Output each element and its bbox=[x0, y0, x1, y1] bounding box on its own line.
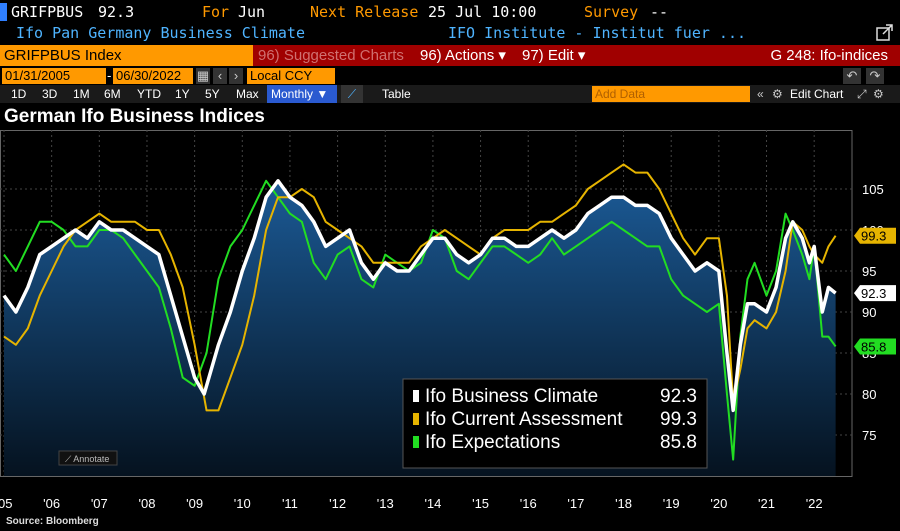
x-tick-label: '08 bbox=[138, 496, 155, 511]
period-1y[interactable]: 1Y bbox=[175, 87, 190, 101]
add-data-input[interactable]: Add Data bbox=[592, 86, 750, 102]
annotate-label[interactable]: ⟋ Annotate bbox=[65, 454, 109, 464]
chart-area[interactable]: 7580859095100105 '05'06'07'08'09'10'11'1… bbox=[0, 130, 900, 516]
x-tick-label: '18 bbox=[615, 496, 632, 511]
x-tick-label: '09 bbox=[186, 496, 203, 511]
period-1m[interactable]: 1M bbox=[73, 87, 90, 101]
description-row: Ifo Pan Germany Business Climate IFO Ins… bbox=[0, 23, 900, 43]
legend-value: 85.8 bbox=[660, 432, 697, 453]
survey-value: -- bbox=[650, 3, 669, 21]
current-last-label-box bbox=[854, 227, 896, 244]
annotate-button-bg[interactable] bbox=[58, 450, 118, 466]
actions-menu[interactable]: 96) Actions ▾ bbox=[420, 47, 506, 64]
expand-icon[interactable]: ⤢ bbox=[857, 87, 867, 101]
y-tick-label: 90 bbox=[862, 305, 876, 320]
plot-border bbox=[0, 130, 853, 477]
next-release-label: Next Release bbox=[310, 3, 419, 21]
annotate-button[interactable]: ⟋ Annotate bbox=[58, 450, 118, 466]
security-description: Ifo Pan Germany Business Climate bbox=[16, 24, 305, 42]
line-chart-icon[interactable]: ⟋ bbox=[341, 85, 363, 103]
quote-header: GRIFPBUS 92.3 For Jun Next Release 25 Ju… bbox=[0, 0, 900, 24]
x-tick-label: '12 bbox=[329, 496, 346, 511]
end-date-input[interactable]: 06/30/2022 bbox=[113, 68, 193, 84]
last-value: 92.3 bbox=[98, 3, 135, 21]
period-bar: 1D 3D 1M 6M YTD 1Y 5Y Max Monthly ▼ ⟋ Ta… bbox=[0, 85, 900, 103]
collapse-icon[interactable]: « bbox=[757, 87, 764, 101]
calendar-icon[interactable]: ▦ bbox=[196, 68, 210, 84]
frequency-select[interactable]: Monthly ▼ bbox=[267, 85, 337, 103]
date-range-bar: 01/31/2005 - 06/30/2022 ▦ ‹ › Local CCY … bbox=[0, 67, 900, 85]
currency-select[interactable]: Local CCY bbox=[247, 68, 335, 84]
x-tick-label: '13 bbox=[377, 496, 394, 511]
climate-last-label: 92.3 bbox=[861, 286, 886, 301]
period-3d[interactable]: 3D bbox=[42, 87, 58, 101]
legend-value: 92.3 bbox=[660, 386, 697, 407]
x-tick-label: '10 bbox=[234, 496, 251, 511]
expectations-line bbox=[3, 179, 837, 461]
edit-menu[interactable]: 97) Edit ▾ bbox=[522, 47, 586, 64]
y-tick-label: 95 bbox=[862, 264, 876, 279]
x-tick-label: '11 bbox=[282, 496, 298, 511]
popout-icon[interactable] bbox=[876, 24, 894, 42]
x-tick-label: '22 bbox=[806, 496, 823, 511]
x-tick-label: '06 bbox=[43, 496, 60, 511]
function-toolbar: GRIFPBUS Index 96) Suggested Charts 96) … bbox=[0, 45, 900, 66]
for-label: For bbox=[202, 3, 230, 21]
suggested-charts-button[interactable]: 96) Suggested Charts bbox=[258, 47, 404, 64]
legend-value: 99.3 bbox=[660, 409, 697, 430]
climate-last-label-box bbox=[854, 285, 896, 302]
legend-swatch bbox=[413, 436, 419, 448]
legend-swatch bbox=[413, 390, 419, 402]
y-tick-label: 75 bbox=[862, 428, 876, 443]
x-tick-label: '07 bbox=[91, 496, 108, 511]
x-tick-label: '16 bbox=[520, 496, 537, 511]
y-tick-label: 80 bbox=[862, 387, 876, 402]
x-tick-label: '19 bbox=[663, 496, 680, 511]
ticker[interactable]: GRIFPBUS bbox=[11, 3, 84, 21]
next-period-icon[interactable]: › bbox=[229, 68, 243, 84]
header-accent-bar bbox=[0, 3, 7, 21]
legend-label: Ifo Business Climate bbox=[425, 386, 598, 407]
next-release-value: 25 Jul 10:00 bbox=[428, 3, 537, 21]
redo-icon[interactable]: ↷ bbox=[866, 68, 884, 84]
climate-last-label-group: 92.3 bbox=[854, 285, 896, 302]
period-1d[interactable]: 1D bbox=[11, 87, 27, 101]
edit-chart-button[interactable]: Edit Chart bbox=[790, 87, 844, 101]
settings-icon[interactable]: ⚙ bbox=[873, 87, 884, 101]
current-last-label: 99.3 bbox=[861, 229, 886, 244]
climate-line bbox=[2, 179, 837, 413]
legend-label: Ifo Current Assessment bbox=[425, 409, 623, 430]
for-value: Jun bbox=[238, 3, 266, 21]
source-note: Source: Bloomberg bbox=[6, 516, 99, 527]
survey-label: Survey bbox=[584, 3, 639, 21]
x-tick-label: '05 bbox=[0, 496, 12, 511]
expectations-last-label: 85.8 bbox=[861, 339, 886, 354]
x-tick-label: '17 bbox=[567, 496, 584, 511]
legend-label: Ifo Expectations bbox=[425, 432, 560, 453]
period-max[interactable]: Max bbox=[236, 87, 259, 101]
period-ytd[interactable]: YTD bbox=[137, 87, 161, 101]
legend-swatch bbox=[413, 413, 419, 425]
function-title: G 248: Ifo-indices bbox=[770, 47, 888, 64]
source-name: IFO Institute - Institut fuer ... bbox=[448, 24, 747, 42]
date-separator: - bbox=[107, 68, 112, 83]
expectations-last-label-box bbox=[854, 338, 896, 355]
legend-box bbox=[402, 378, 708, 469]
table-button[interactable]: Table bbox=[382, 87, 411, 101]
x-tick-label: '20 bbox=[710, 496, 727, 511]
period-6m[interactable]: 6M bbox=[104, 87, 121, 101]
period-5y[interactable]: 5Y bbox=[205, 87, 220, 101]
current-last-label-group: 99.3 bbox=[854, 227, 896, 244]
x-tick-label: '21 bbox=[758, 496, 775, 511]
x-tick-label: '15 bbox=[472, 496, 489, 511]
start-date-input[interactable]: 01/31/2005 bbox=[2, 68, 106, 84]
prev-period-icon[interactable]: ‹ bbox=[213, 68, 227, 84]
edit-chart-icon[interactable]: ⚙ bbox=[772, 87, 783, 101]
x-tick-label: '14 bbox=[424, 496, 441, 511]
chart-title: German Ifo Business Indices bbox=[4, 106, 265, 127]
security-field[interactable]: GRIFPBUS Index bbox=[0, 45, 253, 66]
undo-icon[interactable]: ↶ bbox=[843, 68, 861, 84]
expectations-last-label-group: 85.8 bbox=[854, 338, 896, 355]
y-tick-label: 105 bbox=[862, 182, 884, 197]
